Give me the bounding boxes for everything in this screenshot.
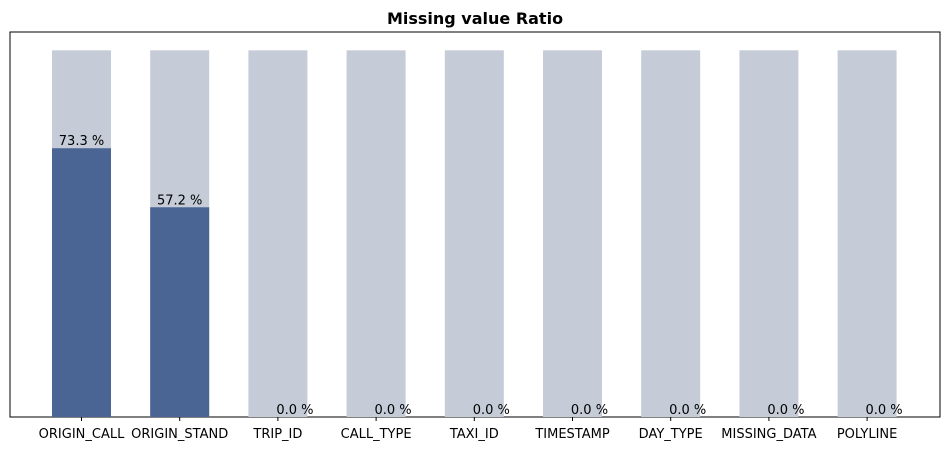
- value-bar: [150, 207, 210, 417]
- data-label: 73.3 %: [59, 134, 104, 149]
- background-bar: [248, 50, 308, 417]
- background-bar: [641, 50, 701, 417]
- data-label: 0.0 %: [571, 403, 608, 418]
- data-label: 0.0 %: [473, 403, 510, 418]
- data-labels-layer: 73.3 % 57.2 % 0.0 % 0.0 % 0.0 % 0.0 % 0.0 % 0.0…: [59, 134, 903, 418]
- data-label: 0.0 %: [866, 403, 903, 418]
- background-bar: [837, 50, 897, 417]
- background-bar: [444, 50, 504, 417]
- x-tick-label: TAXI_ID: [449, 427, 499, 442]
- background-bar: [346, 50, 406, 417]
- x-tick-label: ORIGIN_CALL: [39, 427, 125, 442]
- value-bar: [52, 148, 111, 417]
- x-tick-label: TIMESTAMP: [534, 427, 609, 442]
- data-label: 0.0 %: [767, 403, 804, 418]
- background-bar: [543, 50, 602, 417]
- data-label: 0.0 %: [375, 403, 412, 418]
- x-tick-label: POLYLINE: [837, 427, 898, 442]
- x-axis: ORIGIN_CALL ORIGIN_STAND TRIP_ID CALL_TYPE T…: [39, 417, 898, 442]
- data-label: 57.2 %: [157, 193, 202, 208]
- background-bar: [739, 50, 799, 417]
- x-tick-label: ORIGIN_STAND: [131, 427, 228, 442]
- x-tick-label: CALL_TYPE: [341, 427, 412, 442]
- x-tick-label: DAY_TYPE: [639, 427, 703, 442]
- data-label: 0.0 %: [669, 403, 706, 418]
- data-label: 0.0 %: [276, 403, 313, 418]
- chart-title: Missing value Ratio: [387, 9, 563, 28]
- bars-layer: [52, 50, 897, 417]
- x-tick-label: MISSING_DATA: [721, 427, 816, 442]
- x-tick-label: TRIP_ID: [252, 427, 302, 442]
